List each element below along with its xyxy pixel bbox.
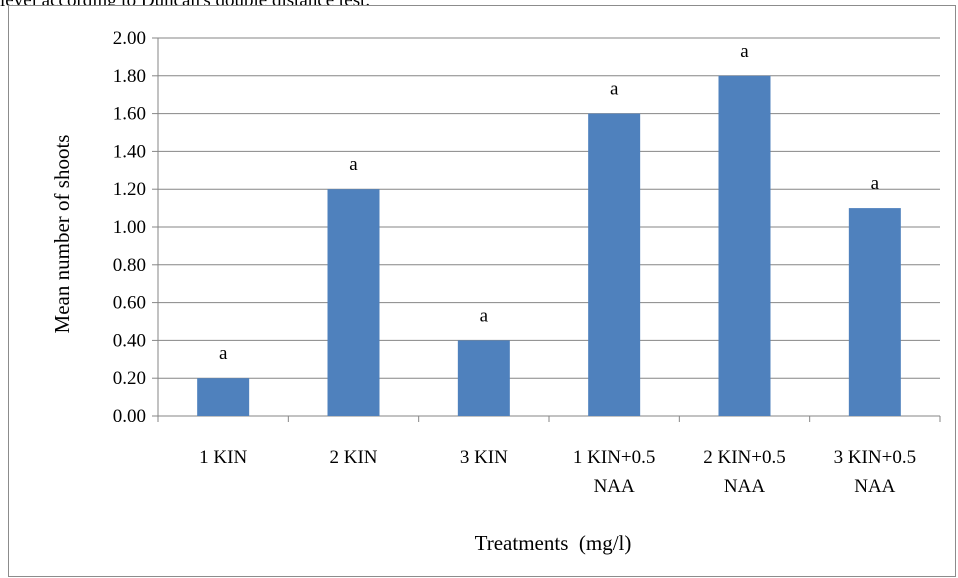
x-category-label: NAA (854, 476, 895, 497)
x-category-label: 2 KIN (329, 447, 377, 468)
y-tick-label: 1.20 (113, 179, 146, 200)
y-tick-label: 0.80 (113, 255, 146, 276)
x-axis: 1 KIN 2 KIN 3 KIN 1 KIN+0.5 NAA 2 KIN+0.5 NAA 3… (157, 416, 941, 497)
x-category-label: NAA (594, 476, 635, 497)
y-tick-label: 1.40 (113, 141, 146, 162)
y-tick-label: 0.60 (113, 293, 146, 314)
x-category-label: 3 KIN+0.5 (834, 447, 917, 468)
significance-letter: a (740, 41, 749, 62)
x-category-label: 3 KIN (460, 447, 508, 468)
y-tick-label: 0.00 (113, 406, 146, 427)
bar (457, 340, 510, 416)
y-tick-label: 1.00 (113, 217, 146, 238)
y-tick-label: 1.60 (113, 104, 146, 125)
x-category-label: 1 KIN (199, 447, 247, 468)
bar (718, 75, 771, 417)
y-tick-label: 0.40 (113, 330, 146, 351)
bar (848, 208, 901, 416)
significance-letter: a (480, 305, 489, 326)
x-category-label: 1 KIN+0.5 (573, 447, 656, 468)
y-tick-label: 2.00 (113, 28, 146, 49)
chart-frame (8, 5, 956, 577)
significance-letter: a (349, 154, 358, 175)
significance-letter: a (610, 79, 619, 100)
x-axis-title: Treatments (mg/l) (475, 531, 632, 555)
gridlines (158, 37, 940, 417)
y-tick-label: 1.80 (113, 66, 146, 87)
y-axis: 0.00 0.20 0.40 0.60 0.80 1.00 1.20 1.40 1.60 1.80… (113, 28, 159, 427)
bar (588, 113, 641, 416)
significance-labels: a a a a a a (219, 41, 880, 364)
y-axis-title: Mean number of shoots (50, 135, 74, 334)
significance-letter: a (871, 173, 880, 194)
x-category-label: NAA (724, 476, 765, 497)
bar (197, 378, 250, 416)
bars (197, 75, 901, 417)
x-category-label: 2 KIN+0.5 (703, 447, 786, 468)
bar (327, 189, 380, 416)
y-tick-label: 0.20 (113, 368, 146, 389)
significance-letter: a (219, 343, 228, 364)
